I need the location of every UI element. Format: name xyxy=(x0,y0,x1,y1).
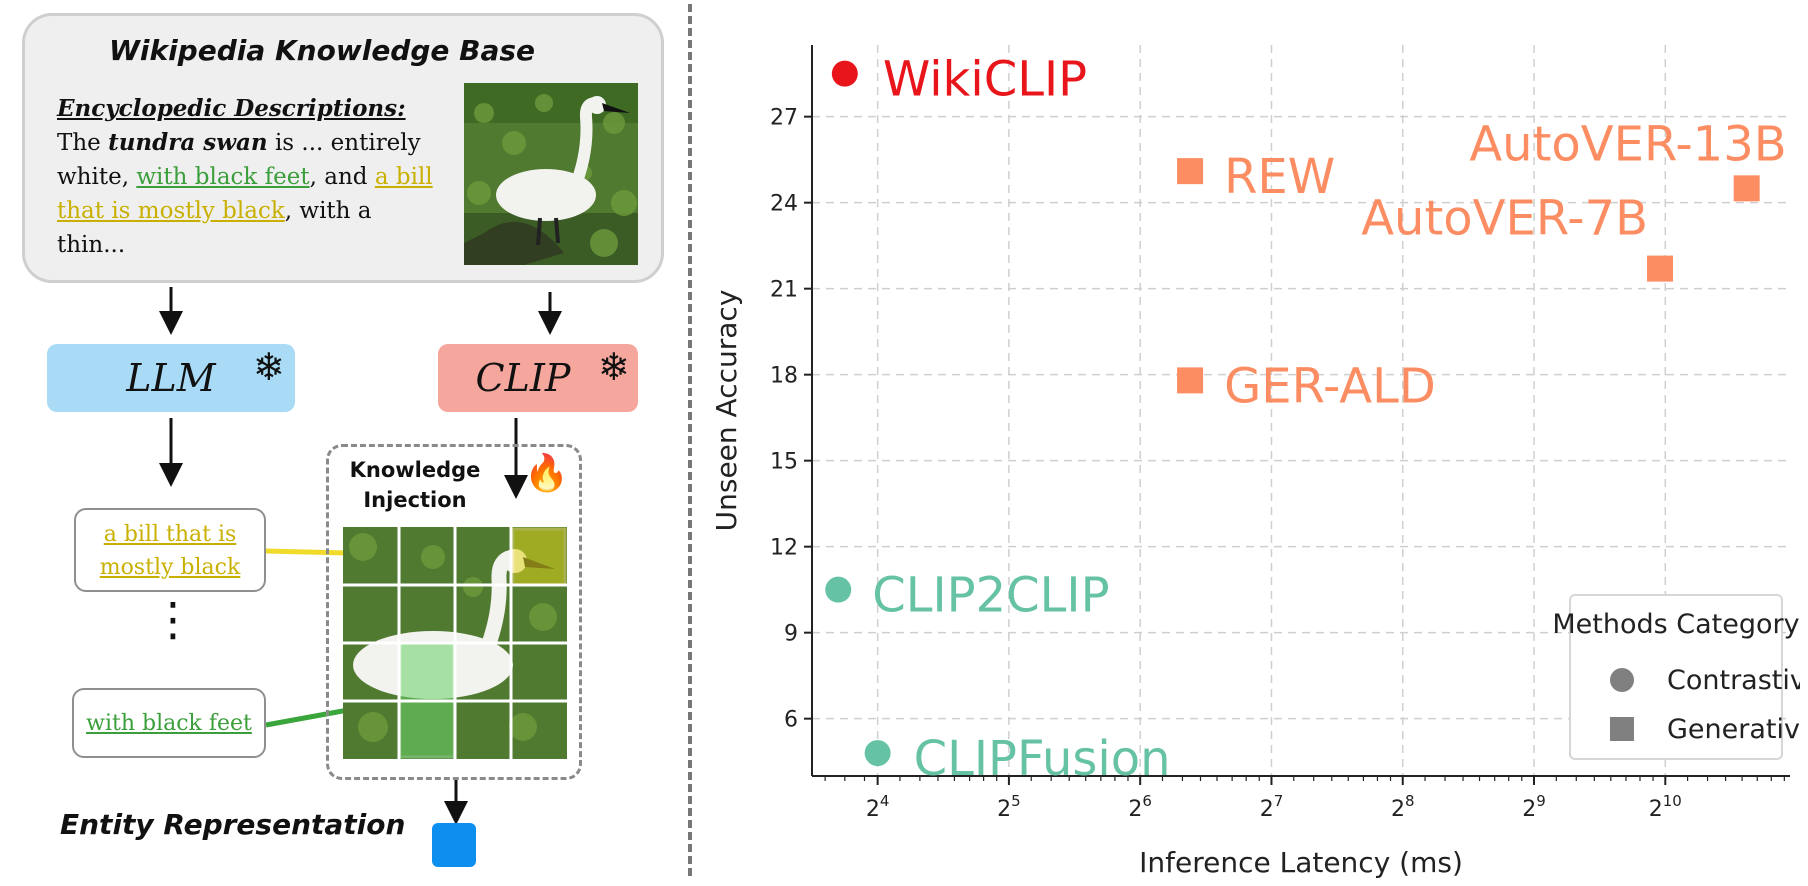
llm-label: LLM xyxy=(126,356,216,400)
phrase-bill-box: a bill that is mostly black xyxy=(74,508,266,592)
knowledge-base-title: Wikipedia Knowledge Base xyxy=(108,34,536,67)
patch-grid xyxy=(343,527,567,759)
y-tick-label-18: 18 xyxy=(770,364,798,389)
point-ger-ald xyxy=(1177,367,1204,394)
phrase-bill-line2: mostly black xyxy=(99,555,241,580)
knowledge-injection-box xyxy=(326,444,582,780)
x-tick-label-10: 210 xyxy=(1649,792,1682,822)
description-mid: is ... entirely white, xyxy=(57,130,421,190)
y-axis-title: Unseen Accuracy xyxy=(710,290,743,532)
y-tick-label-24: 24 xyxy=(770,192,798,217)
panel-divider xyxy=(688,4,692,876)
y-tick-label-9: 9 xyxy=(784,622,798,647)
point-clipfusion xyxy=(864,740,891,767)
y-tick-label-27: 27 xyxy=(770,106,798,131)
y-tick-label-12: 12 xyxy=(770,536,798,561)
x-tick-label-6: 26 xyxy=(1128,792,1152,822)
description-feet-phrase: with black feet xyxy=(136,164,310,190)
x-axis-title: Inference Latency (ms) xyxy=(1139,846,1463,879)
description-text: The tundra swan is ... entirely white, w… xyxy=(57,126,437,262)
encyclopedic-description: Encyclopedic Descriptions: The tundra sw… xyxy=(57,92,437,262)
phrase-bill-line1: a bill that is xyxy=(103,522,237,547)
llm-frozen-icon: ❄ xyxy=(253,345,285,389)
x-tick-label-8: 28 xyxy=(1391,792,1415,822)
label-clipfusion: CLIPFusion xyxy=(914,731,1171,787)
description-and: , and xyxy=(309,164,375,190)
label-autover-7b: AutoVER-7B xyxy=(1361,191,1648,247)
entity-representation-token xyxy=(432,823,476,867)
label-ger-ald: GER-ALD xyxy=(1224,358,1436,414)
trainable-fire-icon: 🔥 xyxy=(524,453,569,494)
swan-photo xyxy=(464,83,638,265)
legend-marker-generative xyxy=(1610,717,1634,741)
legend-label-contrastive: Contrastive xyxy=(1667,665,1800,696)
chart-points: WikiCLIP REW AutoVER-13B AutoVER-7B GER-ALD C… xyxy=(825,52,1787,787)
point-autover-13b xyxy=(1733,175,1760,202)
point-wikiclip xyxy=(831,60,858,87)
legend-title: Methods Category xyxy=(1552,609,1799,640)
label-rew: REW xyxy=(1224,149,1335,205)
clip-frozen-icon: ❄ xyxy=(598,345,630,389)
label-autover-13b: AutoVER-13B xyxy=(1469,116,1786,172)
latency-accuracy-chart: 6 9 12 15 18 21 24 27 24 25 26 27 28 29 210 Inference L… xyxy=(710,45,1800,879)
legend-label-generative: Generative xyxy=(1667,714,1800,745)
point-rew xyxy=(1177,158,1204,185)
knowledge-injection-line1: Knowledge xyxy=(349,458,481,482)
description-the: The xyxy=(57,130,109,156)
description-heading: Encyclopedic Descriptions: xyxy=(57,95,406,122)
knowledge-injection-label: Knowledge Injection xyxy=(330,455,500,515)
clip-label: CLIP xyxy=(475,356,571,400)
chart-axes: 6 9 12 15 18 21 24 27 24 25 26 27 28 29 210 Inference L… xyxy=(710,45,1790,879)
y-tick-label-15: 15 xyxy=(770,450,798,475)
chart-legend: Methods Category Contrastive Generative xyxy=(1552,594,1800,760)
entity-representation-label: Entity Representation xyxy=(60,808,406,841)
point-clip2clip xyxy=(825,576,852,603)
x-tick-label-7: 27 xyxy=(1260,792,1284,822)
y-tick-label-21: 21 xyxy=(770,278,798,303)
y-tick-label-6: 6 xyxy=(784,708,798,733)
label-clip2clip: CLIP2CLIP xyxy=(872,568,1109,624)
bill-patch-highlight xyxy=(511,527,567,587)
description-end: , with a thin... xyxy=(57,198,372,258)
species-name: tundra swan xyxy=(108,129,268,156)
clip-block: CLIP xyxy=(438,344,638,412)
x-tick-label-9: 29 xyxy=(1522,792,1546,822)
x-tick-label-4: 24 xyxy=(866,792,890,822)
knowledge-injection-line2: Injection xyxy=(363,488,467,512)
point-autover-7b xyxy=(1647,255,1674,282)
phrase-feet-box: with black feet xyxy=(72,688,266,758)
description-bill-phrase: a bill that is mostly black xyxy=(57,164,433,224)
x-tick-label-5: 25 xyxy=(997,792,1021,822)
legend-marker-contrastive xyxy=(1610,668,1634,692)
llm-block: LLM xyxy=(47,344,295,412)
label-wikiclip: WikiCLIP xyxy=(883,52,1087,108)
vertical-ellipsis: ⋮ xyxy=(150,592,196,646)
